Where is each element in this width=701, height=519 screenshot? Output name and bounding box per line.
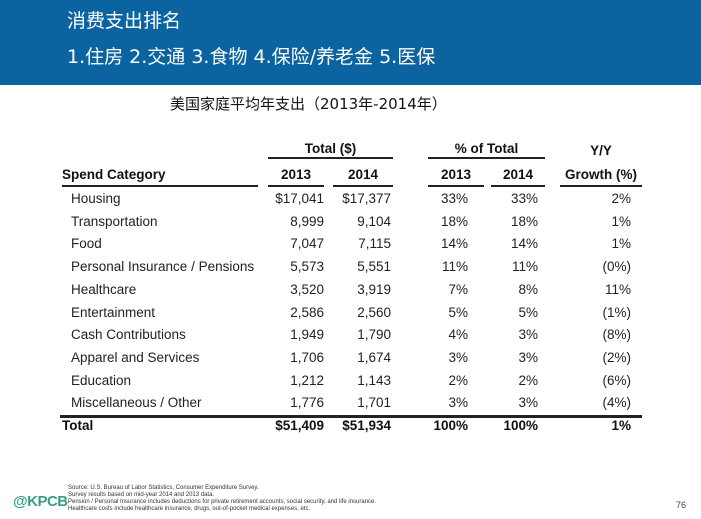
table-cell: 11% — [604, 281, 631, 297]
table-cell: 1,212 — [290, 372, 324, 388]
category-cell: Housing — [71, 191, 121, 206]
table-cell: $17,041 — [275, 191, 324, 206]
table-cell: 3% — [448, 395, 468, 411]
category-cell: Total — [62, 418, 94, 433]
table-cell: 3,919 — [357, 281, 391, 297]
column-header: 2014 — [347, 167, 379, 182]
table-cell: 5% — [448, 304, 468, 320]
table-cell: 4% — [448, 327, 468, 343]
slide-subtitle: 1.住房 2.交通 3.食物 4.保险/养老金 5.医保 — [67, 46, 436, 68]
page-number: 76 — [676, 500, 687, 510]
table-cell: 33% — [510, 191, 538, 206]
table-cell: (2%) — [602, 349, 631, 365]
divider — [428, 157, 545, 159]
footnote: Source: U.S. Bureau of Labor Statistics,… — [68, 485, 259, 491]
category-cell: Transportation — [71, 213, 158, 229]
divider — [428, 185, 484, 187]
table-cell: 7,115 — [358, 236, 391, 252]
table-cell: $51,409 — [275, 418, 324, 433]
table-cell: 1,949 — [290, 327, 324, 343]
table-cell: 1% — [611, 236, 631, 252]
table-cell: (0%) — [602, 259, 631, 275]
table-cell: 3% — [448, 349, 468, 365]
table-cell: 11% — [441, 259, 468, 275]
category-cell: Personal Insurance / Pensions — [71, 259, 255, 275]
divider — [333, 185, 393, 187]
table-cell: (8%) — [602, 327, 631, 343]
table-cell: 14% — [440, 236, 468, 252]
table-cell: 11% — [511, 259, 538, 275]
group-header-total: Total ($) — [304, 141, 357, 156]
table-cell: 2,586 — [290, 304, 324, 320]
column-header: 2014 — [502, 167, 534, 182]
footnote: Pension / Personal Insurance includes de… — [68, 499, 377, 505]
divider — [268, 185, 324, 187]
footnotes: Source: U.S. Bureau of Labor Statistics,… — [68, 485, 376, 513]
table-cell: 5% — [518, 304, 538, 320]
table-cell: 14% — [510, 236, 538, 252]
table-cell: 7% — [448, 281, 468, 297]
footnote: Healthcare costs include healthcare insu… — [68, 506, 311, 512]
divider — [491, 185, 545, 187]
divider — [62, 185, 258, 187]
category-cell: Healthcare — [71, 281, 137, 297]
category-cell: Apparel and Services — [71, 349, 200, 365]
group-header-pct: % of Total — [454, 141, 519, 156]
table-cell: 18% — [440, 213, 468, 229]
table-cell: (6%) — [602, 372, 631, 388]
category-cell: Food — [71, 236, 102, 252]
header-band — [0, 0, 701, 85]
table-cell: 1% — [611, 418, 631, 433]
table-cell: 8,999 — [290, 213, 324, 229]
table-cell: 1% — [611, 213, 631, 229]
table-cell: 100% — [433, 418, 468, 433]
table-cell: 3% — [518, 349, 538, 365]
table-caption: 美国家庭平均年支出（2013年-2014年） — [170, 95, 447, 113]
table-cell: (1%) — [602, 304, 631, 320]
kpcb-logo: @KPCB — [13, 493, 68, 510]
table-cell: 2,560 — [357, 304, 391, 320]
table-cell: $51,934 — [342, 418, 391, 433]
table-cell: 5,551 — [357, 259, 391, 275]
table-cell: 2% — [448, 372, 468, 388]
category-cell: Cash Contributions — [71, 327, 186, 343]
table-cell: 3,520 — [290, 281, 324, 297]
column-header: Growth (%) — [565, 167, 637, 182]
slide-title: 消费支出排名 — [67, 10, 182, 32]
category-cell: Education — [71, 372, 132, 388]
divider — [560, 185, 642, 187]
category-cell: Miscellaneous / Other — [71, 395, 202, 411]
table-cell: 3% — [518, 327, 538, 343]
table-cell: 18% — [510, 213, 538, 229]
table-cell: $17,377 — [342, 191, 391, 206]
footnote: Survey results based on mid-year 2014 an… — [68, 492, 215, 498]
table-cell: 1,143 — [357, 372, 391, 388]
table-cell: 5,573 — [290, 259, 324, 275]
table-cell: (4%) — [602, 395, 631, 411]
divider — [268, 157, 393, 159]
group-header-yy: Y/Y — [590, 143, 612, 158]
total-divider — [60, 415, 642, 418]
category-cell: Entertainment — [71, 304, 156, 320]
table-cell: 100% — [503, 418, 538, 433]
table-cell: 2% — [611, 191, 631, 206]
table-cell: 1,776 — [290, 395, 324, 411]
table-cell: 7,047 — [290, 236, 324, 252]
column-header: 2013 — [440, 167, 472, 182]
table-cell: 3% — [518, 395, 538, 411]
column-header: Spend Category — [62, 167, 166, 182]
table-cell: 1,790 — [357, 327, 391, 343]
table-cell: 1,706 — [290, 349, 324, 365]
column-header: 2013 — [280, 167, 312, 182]
table-cell: 9,104 — [357, 213, 391, 229]
table-cell: 1,674 — [357, 349, 391, 365]
table-cell: 2% — [518, 372, 538, 388]
table-cell: 8% — [518, 281, 538, 297]
table-cell: 33% — [440, 191, 468, 206]
table-cell: 1,701 — [357, 395, 391, 411]
